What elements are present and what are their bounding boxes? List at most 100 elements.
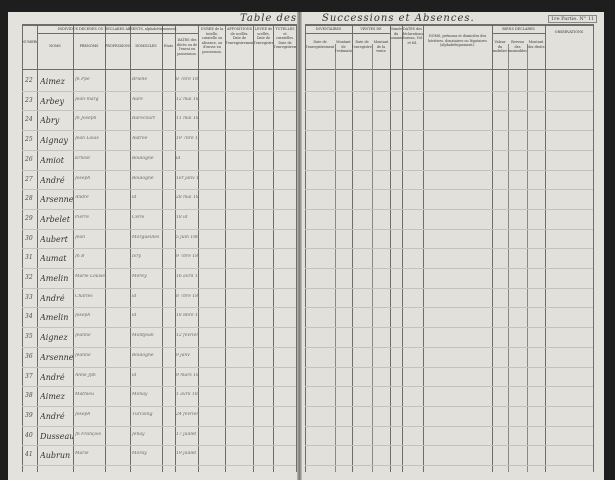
row-rule bbox=[22, 327, 296, 329]
row-prenom: Marie Louise bbox=[75, 274, 105, 279]
row-domicile: id bbox=[132, 293, 137, 299]
row-prenom: Jean Louis bbox=[75, 136, 99, 142]
column-divider bbox=[296, 24, 297, 472]
frame-top-right bbox=[305, 24, 593, 26]
row-rule bbox=[305, 130, 593, 132]
header-biens-revenu: Revenu des immeubles bbox=[508, 40, 527, 54]
header-inv-montant: Montant de l'estimation bbox=[335, 40, 352, 54]
row-domicile: id bbox=[132, 313, 137, 319]
row-rule bbox=[305, 366, 593, 368]
row-nom: Aumat bbox=[40, 254, 67, 264]
row-prenom: Pierre bbox=[75, 214, 90, 220]
row-number: 29 bbox=[25, 214, 33, 222]
column-divider bbox=[225, 24, 226, 472]
subcolumn-divider bbox=[527, 44, 528, 472]
row-nom: André bbox=[40, 372, 65, 382]
header-inventaires: INVENTAIRES bbox=[315, 27, 342, 31]
row-number: 32 bbox=[25, 274, 33, 281]
column-divider bbox=[175, 24, 176, 472]
column-divider bbox=[253, 24, 254, 472]
row-rule bbox=[22, 130, 296, 132]
row-number: 40 bbox=[25, 431, 33, 439]
header-appositions: APPOSITIONS de scellés. Date de l'enregi… bbox=[226, 27, 253, 45]
row-date: 17 juillet 1861 bbox=[176, 431, 198, 437]
row-domicile: Monay bbox=[132, 392, 148, 398]
row-date: 18 8bre 1860 bbox=[176, 313, 198, 319]
header-heritiers: NOMS, prénoms et domiciles des héritiers… bbox=[428, 34, 487, 48]
header-dates: DATES des décès ou de l'envoi en possess… bbox=[176, 38, 198, 56]
row-nom: Aignez bbox=[40, 333, 68, 343]
header-ventes: VENTES DE MEUBLES bbox=[360, 27, 382, 32]
row-date: 11 mai 1860 bbox=[176, 116, 198, 122]
row-rule bbox=[22, 268, 296, 269]
row-number: 23 bbox=[25, 96, 33, 104]
row-rule bbox=[22, 425, 296, 427]
row-rule bbox=[305, 425, 593, 427]
row-rule bbox=[305, 149, 593, 151]
group-header-rule bbox=[37, 33, 198, 34]
row-domicile: Boulogne bbox=[132, 175, 154, 181]
header-domiciles: DOMICILES bbox=[135, 44, 157, 48]
row-date: 12 mai 1860 bbox=[176, 96, 198, 102]
row-prenom: Charles bbox=[75, 293, 93, 299]
row-number: 28 bbox=[25, 195, 33, 203]
part-number: 1re Partie. N° 11 bbox=[548, 15, 598, 23]
column-divider bbox=[198, 24, 199, 472]
left-page bbox=[8, 12, 300, 480]
column-divider bbox=[22, 24, 23, 472]
row-domicile: Aure bbox=[132, 96, 143, 102]
row-nom: André bbox=[40, 411, 65, 421]
header-biens-mobilier: Valeur du mobilier bbox=[492, 40, 508, 54]
row-domicile: id bbox=[132, 372, 137, 378]
header-inv-date: Date de l'enregistrement bbox=[305, 40, 335, 49]
row-nom: Arbey bbox=[40, 96, 64, 106]
row-prenom: Joseph bbox=[75, 175, 91, 181]
row-domicile: Morgueilles bbox=[132, 234, 160, 240]
row-date: 1 avril 1861 bbox=[176, 392, 198, 398]
header-tutelles: TUTELLES et curatelles. Date de l'enregi… bbox=[274, 27, 296, 50]
column-divider bbox=[593, 24, 594, 472]
header-vente-date: Date de l'enregistrement bbox=[352, 40, 372, 49]
column-divider bbox=[73, 24, 74, 472]
row-prenom: Joseph bbox=[75, 313, 91, 319]
header-bottom-left bbox=[22, 69, 296, 70]
row-prenom: Jn Joseph bbox=[75, 116, 97, 122]
row-nom: Amiot bbox=[40, 155, 64, 165]
row-date: 8 7bre 1860 bbox=[176, 293, 198, 299]
row-number: 26 bbox=[25, 155, 33, 163]
row-number: 33 bbox=[25, 293, 33, 301]
row-prenom: Jn François bbox=[75, 431, 101, 437]
column-divider bbox=[423, 24, 424, 472]
row-rule bbox=[305, 346, 593, 348]
row-number: 25 bbox=[25, 136, 33, 144]
row-nom: Aignay bbox=[40, 136, 68, 146]
row-domicile: Brielle bbox=[132, 77, 148, 82]
row-prenom: Joseph bbox=[75, 411, 91, 417]
group-header-rule bbox=[305, 33, 390, 34]
row-rule bbox=[305, 228, 593, 230]
column-divider bbox=[390, 24, 391, 472]
row-rule bbox=[305, 189, 593, 191]
row-domicile: Jenay bbox=[132, 431, 145, 437]
column-divider bbox=[352, 24, 353, 472]
row-domicile: Montjean bbox=[132, 333, 154, 339]
row-number: 39 bbox=[25, 411, 33, 419]
row-date: 16 avril 1860 bbox=[176, 274, 198, 279]
row-number: 36 bbox=[25, 352, 33, 360]
row-rule bbox=[22, 228, 296, 230]
row-rule bbox=[22, 169, 296, 171]
row-rule bbox=[22, 405, 296, 407]
row-domicile: Ivry bbox=[132, 254, 142, 260]
row-number: 27 bbox=[25, 175, 33, 183]
row-rule bbox=[22, 445, 296, 447]
header-prenoms: PRÉNOMS bbox=[79, 44, 99, 48]
row-rule bbox=[22, 149, 296, 151]
column-divider bbox=[492, 24, 493, 472]
row-rule bbox=[305, 169, 593, 171]
row-prenom: Mathieu bbox=[75, 392, 94, 398]
header-duree: DURÉE de la tutelle, curatelle ou absenc… bbox=[200, 27, 224, 54]
group-header-rule bbox=[492, 33, 545, 34]
row-domicile: Boulogne bbox=[132, 352, 154, 358]
row-rule bbox=[22, 465, 296, 466]
column-divider bbox=[273, 24, 274, 472]
